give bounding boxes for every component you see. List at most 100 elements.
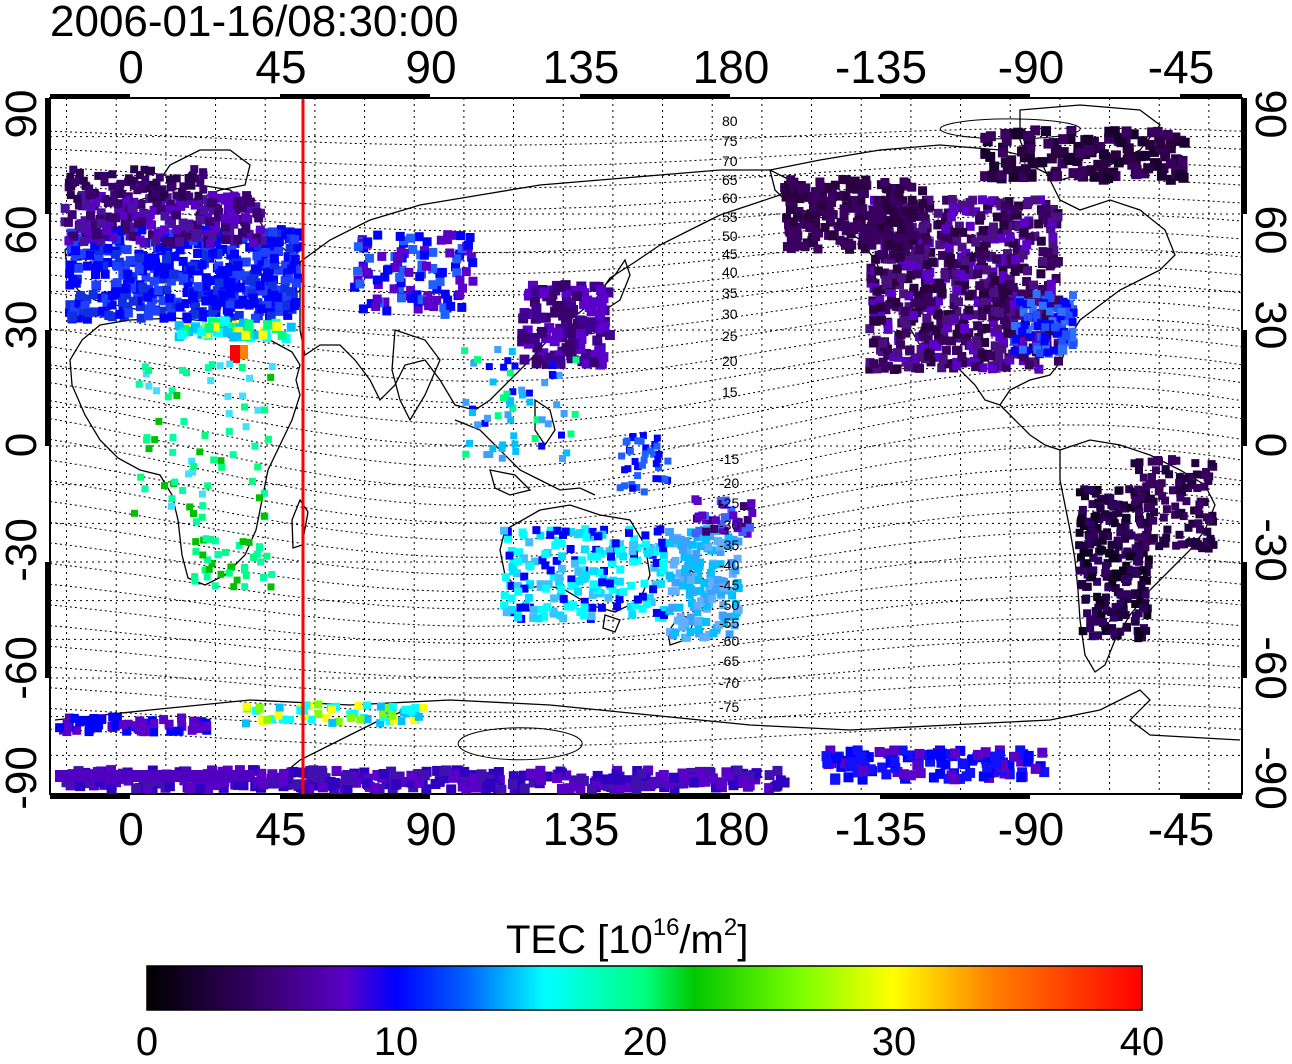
tec-cell (712, 584, 721, 593)
tec-cell (175, 245, 185, 255)
tec-cell (1175, 473, 1184, 482)
tec-cell (186, 503, 194, 511)
tec-cell (170, 252, 180, 262)
tec-cell (1194, 506, 1203, 515)
tec-cell (1126, 153, 1137, 164)
tec-cell (781, 192, 791, 202)
colorbar-tick: 40 (1119, 1020, 1165, 1064)
tec-cell (242, 702, 251, 711)
tec-cell (518, 333, 529, 344)
tec-cell (1114, 508, 1123, 517)
tec-cell (71, 178, 80, 187)
tec-cell (1032, 310, 1041, 319)
tec-cell (936, 319, 946, 329)
tec-cell (935, 768, 946, 779)
tec-cell (656, 579, 665, 588)
tec-cell (219, 297, 229, 307)
tec-cell (204, 556, 211, 564)
tec-cell (100, 178, 109, 187)
tec-cell (901, 206, 911, 216)
tec-cell (176, 201, 186, 211)
tec-cell (1165, 143, 1176, 154)
tec-cell (880, 178, 890, 187)
tec-cell (232, 255, 242, 265)
tec-cell (228, 563, 236, 571)
tec-cell (220, 270, 230, 280)
tec-cell (1101, 569, 1110, 578)
bottom-x-tick: 45 (255, 803, 307, 855)
tec-cell (626, 602, 635, 611)
tec-cell (192, 538, 200, 546)
tec-cell (256, 544, 264, 552)
tec-cell (1137, 493, 1146, 502)
tec-cell (397, 265, 407, 275)
contour-line (50, 230, 1242, 275)
tec-cell (639, 432, 647, 440)
tec-cell (608, 585, 617, 594)
tec-data (55, 125, 1218, 794)
tec-cell (122, 726, 132, 736)
tec-cell (659, 544, 668, 553)
contour-line (50, 724, 1242, 748)
tec-cell (789, 177, 799, 187)
tec-cell (919, 343, 929, 353)
tec-cell (883, 319, 893, 328)
tec-cell (112, 278, 122, 288)
tec-cell (128, 296, 138, 306)
tec-cell (468, 276, 478, 286)
tec-cell (1058, 336, 1067, 345)
tec-cell (466, 439, 473, 447)
tec-cell (230, 214, 239, 224)
plot-title: 2006-01-16/08:30:00 (50, 0, 459, 46)
contour-label: -25 (719, 495, 739, 511)
tec-cell (535, 765, 546, 776)
tec-cell (1075, 528, 1084, 537)
tec-cell (811, 187, 821, 197)
tec-cell (958, 227, 968, 237)
tec-cell (455, 290, 465, 300)
tec-cell (69, 713, 79, 723)
tec-cell (693, 497, 702, 505)
tec-cell (180, 418, 188, 425)
tec-cell (1041, 126, 1051, 137)
tec-cell (775, 775, 786, 786)
tec-cell (260, 489, 268, 497)
tec-cell (894, 217, 904, 227)
tec-cell (197, 260, 207, 270)
tec-cell (1006, 253, 1016, 263)
tec-cell (664, 779, 675, 789)
tec-cell (1122, 143, 1133, 154)
tec-cell (533, 416, 541, 424)
tec-cell (675, 603, 684, 612)
tec-cell (192, 547, 200, 555)
tec-cell (697, 597, 705, 606)
tec-cell (1150, 158, 1160, 169)
tec-cell (1040, 337, 1049, 346)
tec-cell (88, 307, 98, 317)
tec-cell (900, 225, 909, 235)
tec-cell (557, 564, 566, 573)
tec-cell (1130, 589, 1139, 598)
tec-cell (546, 530, 555, 539)
tec-cell (159, 269, 169, 279)
tec-cell (600, 774, 611, 785)
tec-cell (453, 769, 463, 780)
tec-cell (287, 264, 297, 274)
tec-cell (921, 218, 931, 228)
tec-cell (781, 186, 791, 196)
tec-cell (1144, 523, 1152, 531)
tec-cell (794, 207, 804, 216)
tec-cell (941, 233, 951, 243)
tec-cell (883, 361, 893, 371)
tec-cell (705, 768, 716, 778)
tec-cell (532, 342, 543, 353)
tec-cell (1015, 745, 1026, 756)
tec-cell (702, 601, 711, 610)
tec-cell (546, 295, 557, 306)
tec-cell (500, 591, 509, 600)
tec-cell (507, 397, 515, 405)
tec-cell (102, 226, 112, 236)
tec-cell (947, 262, 957, 272)
tec-cell (841, 240, 850, 250)
tec-cell (587, 612, 596, 621)
